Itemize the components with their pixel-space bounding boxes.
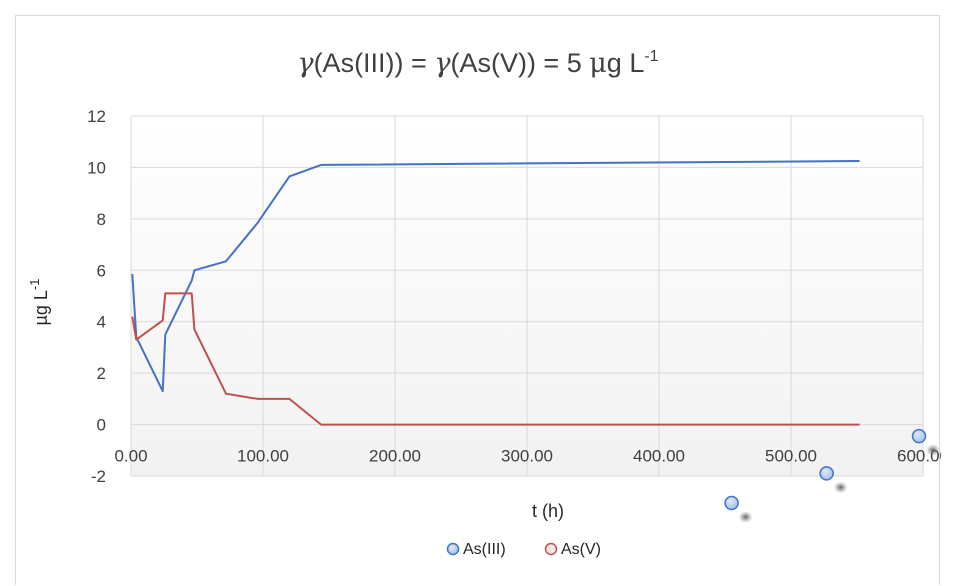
line-chart: -2 0 2 4 6 8 10 12 0.00 100.00 200.00 300.00 400.00… — [16, 16, 941, 586]
title-part-1: (As(III)) = — [314, 48, 435, 78]
title-unit-mu: μ — [589, 48, 607, 79]
y-tick-label: 6 — [97, 261, 106, 280]
marker-shadow — [926, 444, 940, 456]
x-tick-label: 200.00 — [369, 447, 421, 466]
y-axis-title: µg L-1 — [27, 279, 51, 326]
y-axis-title-base: µg L — [31, 290, 51, 325]
y-tick-label: 4 — [97, 313, 106, 332]
legend-marker-as-iii — [448, 544, 459, 555]
y-tick-label: 12 — [87, 107, 106, 126]
y-tick-label: 2 — [97, 364, 106, 383]
x-tick-label: 300.00 — [501, 447, 553, 466]
marker-shadow — [739, 511, 753, 523]
legend-label-as-v: As(V) — [561, 541, 601, 558]
title-symbol-2: γ — [434, 48, 451, 79]
x-tick-label: 500.00 — [765, 447, 817, 466]
legend-label-as-iii: As(III) — [463, 541, 506, 558]
x-tick-label: 100.00 — [237, 447, 289, 466]
title-unit-rest: g L — [607, 48, 645, 78]
x-tick-label: 0.00 — [114, 447, 147, 466]
legend: As(III) As(V) — [448, 541, 602, 558]
title-unit-exp: -1 — [644, 48, 658, 65]
y-axis-ticks: -2 0 2 4 6 8 10 12 — [87, 107, 106, 486]
stray-marker — [725, 497, 738, 510]
y-axis-title-exp: -1 — [27, 279, 42, 291]
chart-area: -2 0 2 4 6 8 10 12 0.00 100.00 200.00 300.00 400.00… — [15, 15, 940, 585]
legend-marker-as-v — [546, 544, 557, 555]
marker-shadow — [834, 481, 848, 493]
y-tick-label: 8 — [97, 210, 106, 229]
chart-title: γ(As(III)) = γ(As(V)) = 5 μg L-1 — [297, 48, 658, 79]
title-symbol-1: γ — [297, 48, 314, 79]
x-tick-label: 400.00 — [633, 447, 685, 466]
x-axis-title: t (h) — [532, 501, 564, 521]
y-tick-label: 10 — [87, 158, 106, 177]
y-tick-label: 0 — [97, 416, 106, 435]
y-tick-label: -2 — [91, 467, 106, 486]
stray-marker — [820, 467, 833, 480]
title-part-2: (As(V)) = 5 — [450, 48, 589, 78]
stray-marker — [913, 430, 926, 443]
